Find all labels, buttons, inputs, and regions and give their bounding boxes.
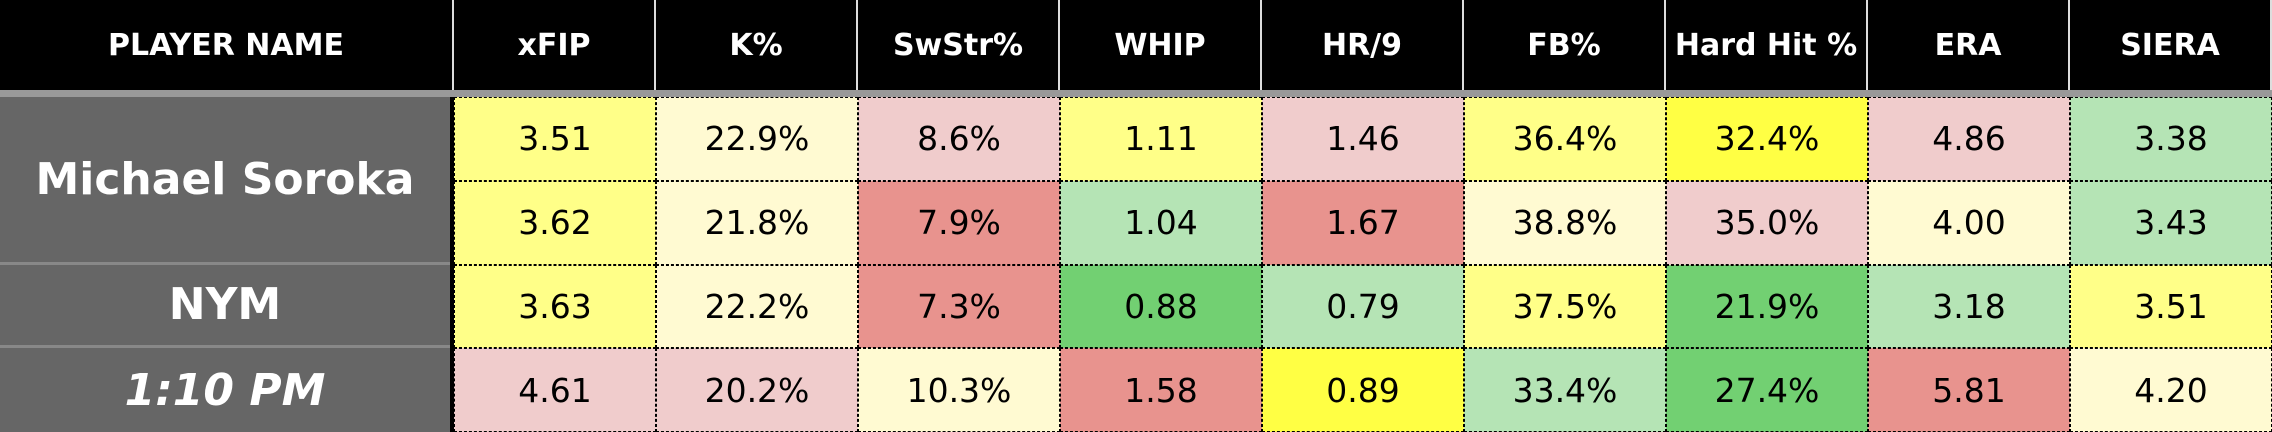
column-header: SwStr% bbox=[858, 0, 1060, 90]
stat-cell: 38.8% bbox=[1464, 180, 1666, 265]
stat-cell: 3.38 bbox=[2070, 97, 2272, 181]
stat-cell: 3.43 bbox=[2070, 180, 2272, 265]
stat-cell: 36.4% bbox=[1464, 97, 1666, 181]
stat-cell: 3.63 bbox=[454, 264, 656, 349]
stat-cell: 4.61 bbox=[454, 348, 656, 432]
stat-cell: 1.04 bbox=[1060, 180, 1262, 265]
column-header: FB% bbox=[1464, 0, 1666, 90]
column-header: ERA bbox=[1868, 0, 2070, 90]
stat-cell: 1.67 bbox=[1262, 180, 1464, 265]
stat-cell: 21.8% bbox=[656, 180, 858, 265]
column-header: PLAYER NAME bbox=[0, 0, 454, 90]
game-time: 1:10 PM bbox=[0, 348, 450, 432]
column-header: SIERA bbox=[2070, 0, 2272, 90]
stat-cell: 21.9% bbox=[1666, 264, 1868, 349]
stat-cell: 1.58 bbox=[1060, 348, 1262, 432]
player-name: Michael Soroka bbox=[0, 97, 450, 265]
stat-cell: 27.4% bbox=[1666, 348, 1868, 432]
stat-cell: 5.81 bbox=[1868, 348, 2070, 432]
stat-cell: 22.9% bbox=[656, 97, 858, 181]
stat-cell: 32.4% bbox=[1666, 97, 1868, 181]
stat-cell: 3.51 bbox=[454, 97, 656, 181]
stat-cell: 37.5% bbox=[1464, 264, 1666, 349]
stat-cell: 7.3% bbox=[858, 264, 1060, 349]
stat-cell: 7.9% bbox=[858, 180, 1060, 265]
stat-cell: 3.18 bbox=[1868, 264, 2070, 349]
separator bbox=[0, 90, 2272, 97]
stat-cell: 3.62 bbox=[454, 180, 656, 265]
stat-cell: 8.6% bbox=[858, 97, 1060, 181]
team: NYM bbox=[0, 264, 450, 349]
column-header: HR/9 bbox=[1262, 0, 1464, 90]
stat-cell: 33.4% bbox=[1464, 348, 1666, 432]
stat-cell: 1.11 bbox=[1060, 97, 1262, 181]
column-header: WHIP bbox=[1060, 0, 1262, 90]
column-header: Hard Hit % bbox=[1666, 0, 1868, 90]
stat-cell: 0.88 bbox=[1060, 264, 1262, 349]
stat-cell: 1.46 bbox=[1262, 97, 1464, 181]
stat-cell: 0.79 bbox=[1262, 264, 1464, 349]
stat-cell: 4.20 bbox=[2070, 348, 2272, 432]
stat-cell: 20.2% bbox=[656, 348, 858, 432]
stat-cell: 0.89 bbox=[1262, 348, 1464, 432]
column-header: K% bbox=[656, 0, 858, 90]
stat-cell: 3.51 bbox=[2070, 264, 2272, 349]
stat-cell: 22.2% bbox=[656, 264, 858, 349]
stat-cell: 4.86 bbox=[1868, 97, 2070, 181]
stat-cell: 10.3% bbox=[858, 348, 1060, 432]
stat-cell: 35.0% bbox=[1666, 180, 1868, 265]
stat-cell: 4.00 bbox=[1868, 180, 2070, 265]
column-header: xFIP bbox=[454, 0, 656, 90]
